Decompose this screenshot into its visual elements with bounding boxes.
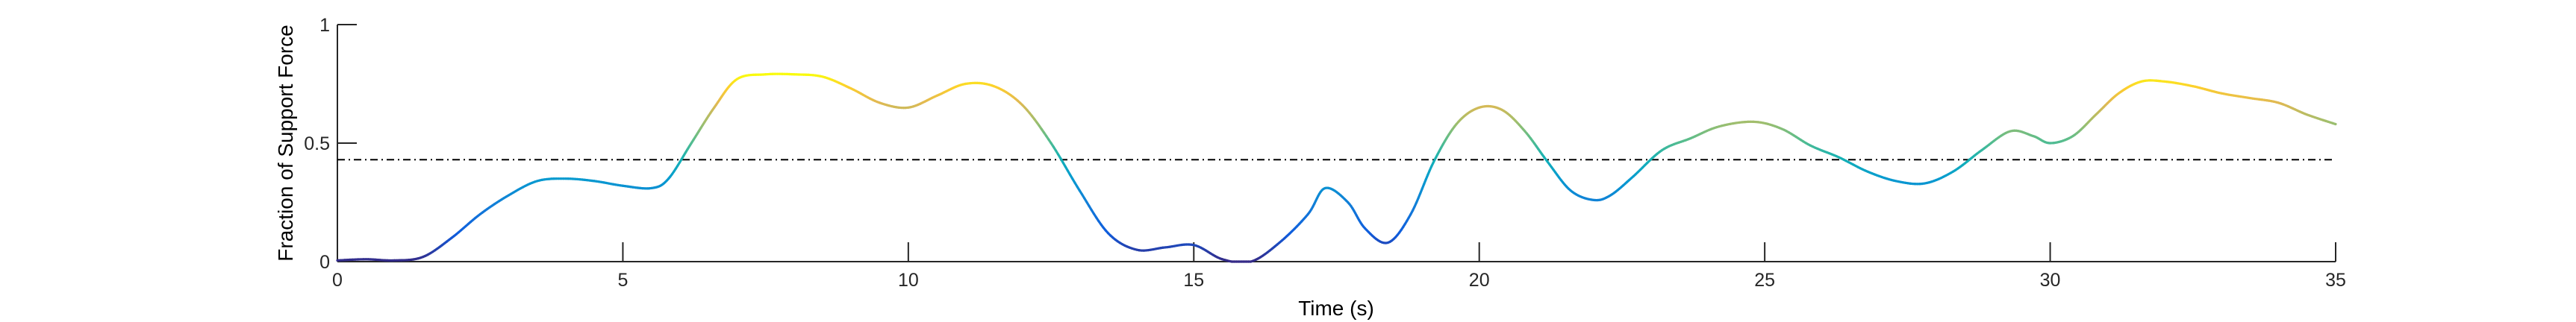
- y-tick-label: 0.5: [304, 133, 330, 154]
- y-axis-title: Fraction of Support Force: [274, 25, 297, 261]
- x-tick-label: 5: [617, 270, 628, 291]
- x-tick-label: 30: [2040, 270, 2061, 291]
- y-tick-label: 1: [319, 15, 330, 36]
- y-axis: 00.51: [304, 15, 357, 273]
- x-tick-label: 10: [898, 270, 919, 291]
- x-tick-label: 0: [332, 270, 343, 291]
- x-axis-title: Time (s): [1298, 297, 1374, 320]
- x-axis-ticks: 0 5 10 15 20 25 30 35: [332, 242, 2346, 291]
- support-force-curve: [336, 72, 2337, 263]
- x-tick-label: 25: [1754, 270, 1775, 291]
- y-axis-ticks: 00.51: [304, 15, 357, 273]
- x-tick-label: 15: [1183, 270, 1204, 291]
- x-axis: 0 5 10 15 20 25 30 35: [332, 242, 2346, 291]
- x-tick-label: 20: [1469, 270, 1490, 291]
- x-tick-label: 35: [2325, 270, 2346, 291]
- y-tick-label: 0: [319, 252, 330, 273]
